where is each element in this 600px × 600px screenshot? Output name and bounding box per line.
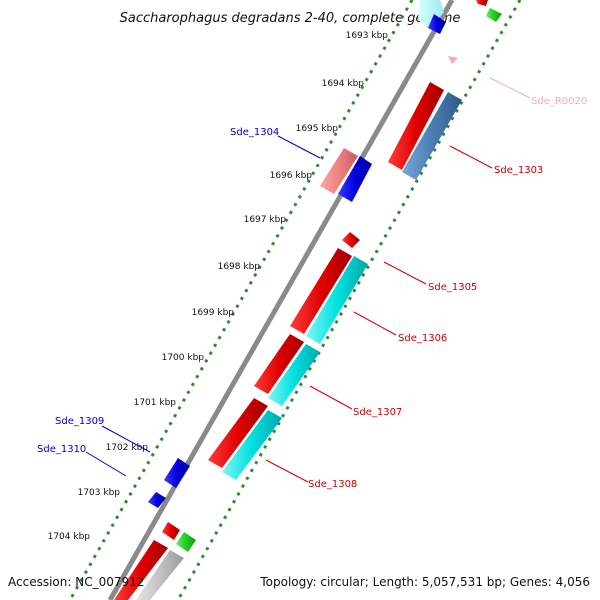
right-ruler [176, 0, 522, 600]
gene-label-sde-1303[interactable]: Sde_1303 [494, 165, 543, 176]
leader-line-sde-1307 [309, 385, 353, 410]
feature-bottom-gray [136, 550, 184, 600]
tick-label: 1698 kbp [218, 262, 261, 272]
cds-sde-1303-partner [402, 92, 462, 180]
tick-label: 1704 kbp [48, 532, 91, 542]
gene-label-sde-1309[interactable]: Sde_1309 [55, 416, 104, 427]
gene-label-sde-1310[interactable]: Sde_1310 [37, 444, 86, 455]
tick-label: 1702 kbp [106, 443, 149, 453]
gene-label-sde-1307[interactable]: Sde_1307 [353, 407, 402, 418]
feature-top-blue [428, 14, 446, 34]
tick-label: 1701 kbp [134, 398, 177, 408]
genome-backbone [107, 0, 455, 600]
cds-sde-1308 [208, 398, 268, 468]
leader-line-sde-1303 [449, 145, 493, 169]
cds-sde-1304 [338, 156, 372, 202]
tick-label: 1695 kbp [296, 124, 339, 134]
cds-sde-1303 [388, 82, 444, 170]
leader-line-sde-1308 [265, 459, 309, 483]
tick-label: 1700 kbp [162, 353, 205, 363]
tick-label: 1699 kbp [192, 308, 235, 318]
feature-bottom-red-small [162, 522, 180, 540]
feature-top-green [486, 8, 502, 22]
tick-label: 1697 kbp [244, 215, 287, 225]
leader-line-sde-1305 [383, 261, 427, 285]
gene-label-sde-1308[interactable]: Sde_1308 [308, 479, 357, 490]
feature-top-lightcyan [418, 0, 444, 30]
leader-line-sde-1310 [85, 451, 127, 477]
cds-sde-1307-partner [268, 344, 320, 406]
cds-sde-1308-partner [222, 410, 282, 480]
tick-label: 1694 kbp [322, 79, 365, 89]
map-title: Saccharophagus degradans 2-40, complete … [120, 11, 461, 26]
cds-sde-1305 [342, 232, 360, 248]
gene-label-sde-r0020[interactable]: Sde_R0020 [531, 96, 587, 107]
cds-sde-1306-partner [306, 256, 368, 344]
leader-line-sde-r0020 [489, 77, 531, 99]
tick-label: 1696 kbp [270, 171, 313, 181]
feature-bottom-red [114, 540, 168, 600]
left-ruler [68, 0, 414, 600]
feature-top-red [476, 0, 488, 6]
gene-label-sde-1305[interactable]: Sde_1305 [428, 282, 477, 293]
gene-label-sde-1304[interactable]: Sde_1304 [230, 127, 279, 138]
topology-text: Topology: circular; Length: 5,057,531 bp… [259, 575, 590, 589]
leader-line-sde-1306 [353, 311, 397, 336]
cds-sde-1304-pink [320, 148, 358, 194]
leader-line-sde-1309 [101, 425, 151, 453]
cds-sde-1307 [254, 334, 304, 394]
feature-sde-r0020-mark [448, 56, 458, 64]
cds-sde-1310 [148, 492, 166, 508]
cds-sde-1309 [164, 458, 190, 488]
accession-text: Accession: NC_007912 [8, 575, 144, 589]
tick-label: 1703 kbp [78, 488, 121, 498]
gene-label-sde-1306[interactable]: Sde_1306 [398, 333, 447, 344]
leader-line-sde-1304 [277, 135, 321, 159]
feature-bottom-green [176, 532, 196, 552]
cds-sde-1306 [290, 248, 352, 334]
tick-label: 1693 kbp [346, 31, 389, 41]
